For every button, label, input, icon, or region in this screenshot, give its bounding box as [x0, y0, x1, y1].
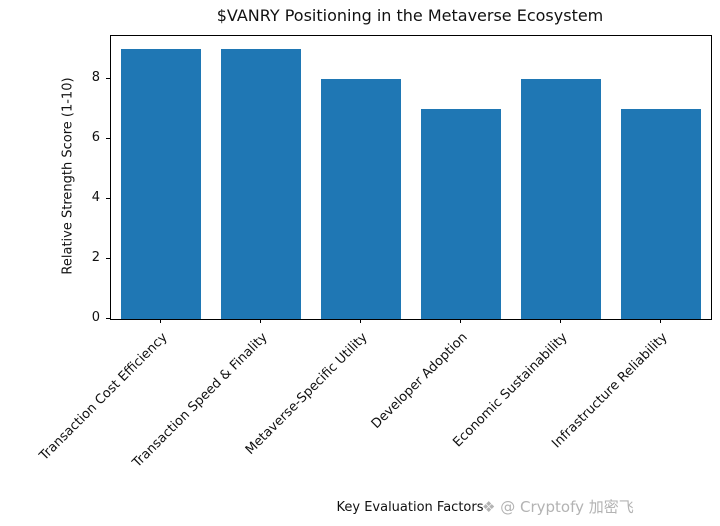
plot-area [110, 35, 712, 320]
watermark: ❖ @ Cryptofy 加密飞 [482, 496, 634, 517]
x-tick-mark [460, 319, 461, 323]
x-tick-mark [360, 319, 361, 323]
x-tick-label: Developer Adoption [368, 330, 471, 432]
bar-4 [521, 79, 601, 319]
bar-1 [221, 49, 301, 319]
y-axis-label: Relative Strength Score (1-10) [60, 77, 76, 275]
y-tick-mark [106, 258, 110, 260]
y-tick-label: 4 [91, 190, 100, 206]
x-tick-label: Economic Sustainability [450, 330, 571, 451]
y-tick-label: 2 [91, 250, 100, 266]
y-tick-label: 0 [91, 310, 100, 325]
y-tick-label: 6 [91, 130, 100, 146]
x-tick-label: Transaction Cost Efficiency [36, 330, 171, 464]
watermark-text: @ Cryptofy 加密飞 [500, 498, 634, 516]
y-tick-mark [106, 198, 110, 200]
bar-5 [621, 109, 701, 319]
x-tick-label: Metaverse-Specific Utility [242, 330, 371, 458]
x-axis-label: Key Evaluation Factors [336, 500, 484, 515]
x-tick-label: Infrastructure Reliability [549, 330, 671, 452]
y-tick-mark [106, 78, 110, 80]
chart-title: $VANRY Positioning in the Metaverse Ecos… [216, 6, 604, 25]
y-tick-mark [106, 138, 110, 140]
x-tick-mark [160, 319, 161, 323]
watermark-icon: ❖ [482, 498, 496, 516]
x-tick-mark [260, 319, 261, 323]
bar-0 [121, 49, 201, 319]
y-tick-label: 8 [91, 70, 100, 86]
y-tick-mark [106, 318, 110, 319]
x-tick-mark [660, 319, 661, 323]
bar-2 [321, 79, 401, 319]
bar-3 [421, 109, 501, 319]
x-tick-label: Transaction Speed & Finality [129, 330, 271, 471]
x-tick-mark [560, 319, 561, 323]
